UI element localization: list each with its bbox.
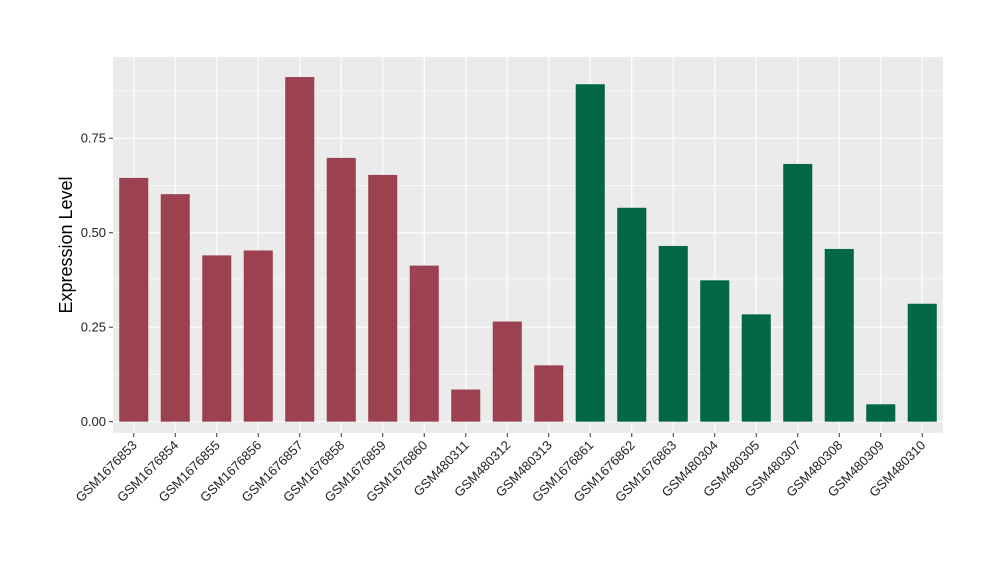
plot-panel bbox=[113, 57, 943, 433]
bar bbox=[741, 314, 771, 422]
bar bbox=[575, 84, 605, 422]
bar bbox=[866, 404, 896, 422]
y-tick-label: 0.00 bbox=[81, 414, 106, 429]
y-axis: 0.00 0.25 0.50 0.75 bbox=[81, 131, 113, 429]
bar bbox=[492, 321, 522, 422]
y-tick-label: 0.25 bbox=[81, 320, 106, 335]
bar bbox=[409, 265, 439, 422]
bar bbox=[451, 389, 481, 422]
bar bbox=[534, 365, 564, 422]
bar bbox=[202, 255, 232, 422]
y-axis-title: Expression Level bbox=[56, 176, 76, 313]
bar bbox=[658, 245, 688, 422]
bar bbox=[617, 207, 647, 422]
bar bbox=[285, 77, 315, 422]
bar bbox=[783, 163, 813, 422]
bar bbox=[119, 177, 149, 422]
y-tick-label: 0.50 bbox=[81, 225, 106, 240]
bar bbox=[368, 174, 398, 422]
x-axis: GSM1676853GSM1676854GSM1676855GSM1676856… bbox=[73, 433, 928, 505]
bar bbox=[160, 194, 190, 422]
bar bbox=[700, 280, 730, 422]
bar bbox=[907, 303, 937, 422]
bar bbox=[326, 157, 356, 422]
bar bbox=[824, 248, 854, 422]
bar bbox=[243, 250, 273, 422]
bars bbox=[119, 77, 937, 422]
y-tick-label: 0.75 bbox=[81, 131, 106, 146]
